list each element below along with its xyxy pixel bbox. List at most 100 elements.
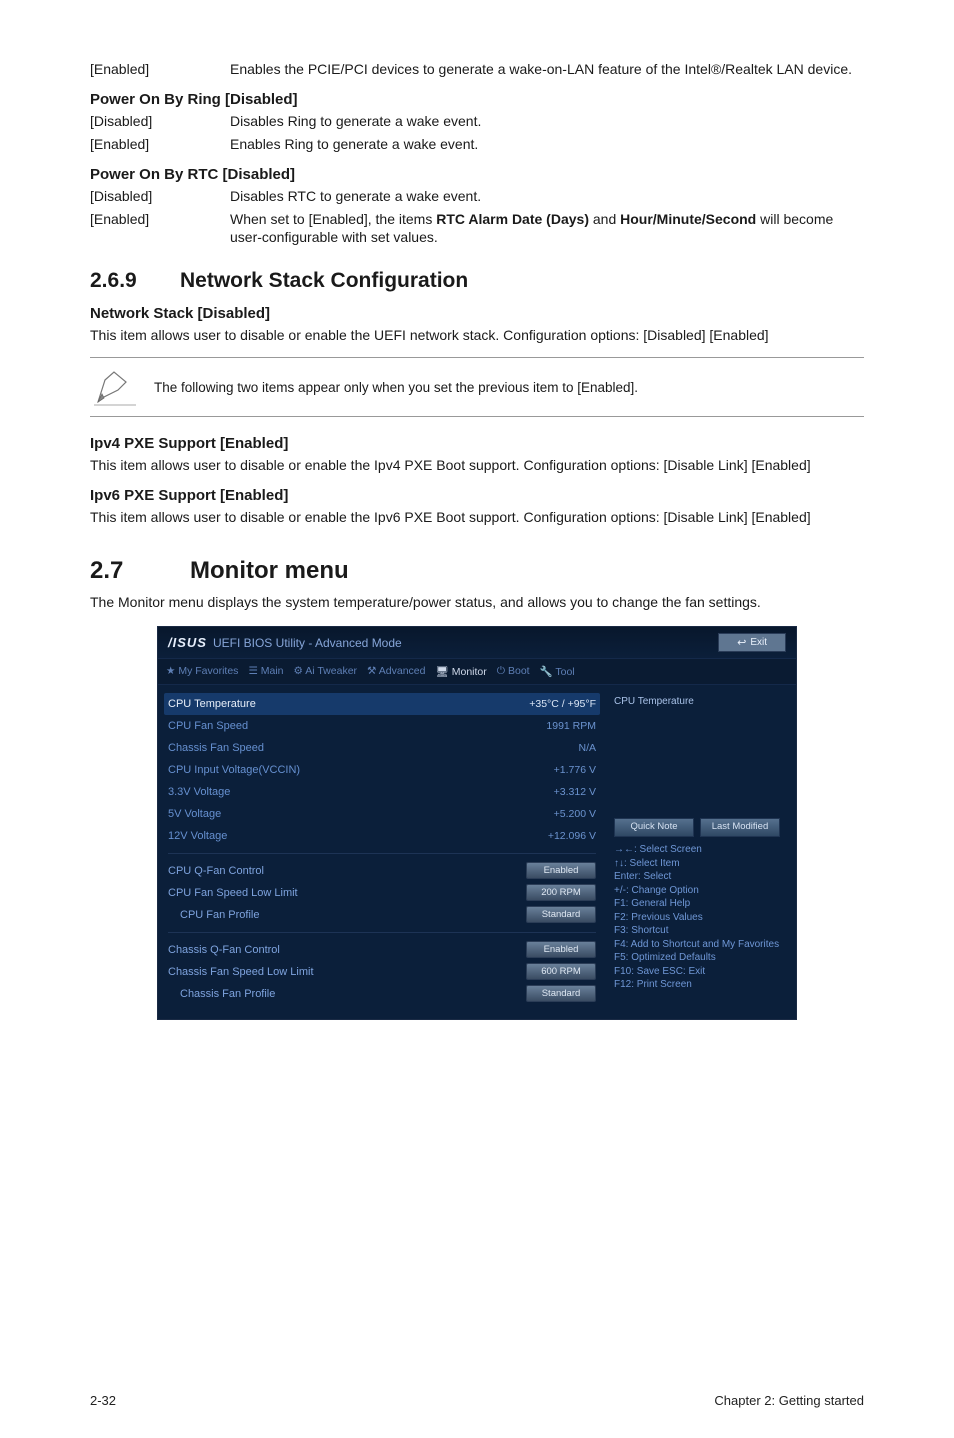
- bios-subtitle: UEFI BIOS Utility - Advanced Mode: [213, 636, 402, 650]
- bios-titlebar: /ISUS UEFI BIOS Utility - Advanced Mode …: [158, 627, 796, 659]
- tab-favorites[interactable]: ★ My Favorites: [166, 665, 238, 678]
- page-footer: 2-32 Chapter 2: Getting started: [90, 1393, 864, 1408]
- row-12v[interactable]: 12V Voltage +12.096 V: [168, 825, 596, 847]
- tab-main[interactable]: ☰ Main: [248, 665, 283, 678]
- row-label: CPU Input Voltage(VCCIN): [168, 764, 300, 776]
- row-value-pill[interactable]: Enabled: [526, 941, 596, 958]
- row-chassis-fan-low-limit[interactable]: Chassis Fan Speed Low Limit 600 RPM: [168, 961, 596, 983]
- heading-power-on-rtc: Power On By RTC [Disabled]: [90, 166, 864, 183]
- option-key: [Disabled]: [90, 187, 230, 206]
- option-key: [Enabled]: [90, 210, 230, 248]
- row-3v[interactable]: 3.3V Voltage +3.312 V: [168, 781, 596, 803]
- heading-ipv6: Ipv6 PXE Support [Enabled]: [90, 487, 864, 504]
- option-key: [Disabled]: [90, 112, 230, 131]
- row-label: Chassis Q-Fan Control: [168, 944, 280, 956]
- row-5v[interactable]: 5V Voltage +5.200 V: [168, 803, 596, 825]
- row-value-pill[interactable]: 600 RPM: [526, 963, 596, 980]
- text: and: [589, 211, 620, 227]
- option-desc: Enables Ring to generate a wake event.: [230, 135, 864, 154]
- row-label: Chassis Fan Profile: [168, 988, 275, 1000]
- right-current-label: CPU Temperature: [614, 695, 786, 709]
- row-label: CPU Fan Speed Low Limit: [168, 887, 298, 899]
- option-desc: Disables RTC to generate a wake event.: [230, 187, 864, 206]
- row-label: 12V Voltage: [168, 830, 227, 842]
- body-ipv4: This item allows user to disable or enab…: [90, 456, 864, 475]
- rtc-enabled-row: [Enabled] When set to [Enabled], the ite…: [90, 210, 864, 248]
- option-desc: Disables Ring to generate a wake event.: [230, 112, 864, 131]
- bios-brand: /ISUS: [168, 635, 207, 650]
- bios-right-panel: CPU Temperature Quick Note Last Modified…: [606, 685, 796, 1019]
- section-title: Monitor menu: [190, 557, 349, 584]
- quick-note-button[interactable]: Quick Note: [614, 818, 694, 837]
- option-desc: Enables the PCIE/PCI devices to generate…: [230, 60, 864, 79]
- row-label: CPU Temperature: [168, 698, 256, 710]
- option-enabled-pcie: [Enabled] Enables the PCIE/PCI devices t…: [90, 60, 864, 79]
- help-text: →←: Select Screen ↑↓: Select Item Enter:…: [614, 843, 786, 992]
- section-heading-269: 2.6.9Network Stack Configuration: [90, 269, 864, 293]
- last-modified-button[interactable]: Last Modified: [700, 818, 780, 837]
- exit-button[interactable]: Exit: [718, 633, 786, 652]
- row-cpu-fan-profile[interactable]: CPU Fan Profile Standard: [168, 904, 596, 926]
- body-ipv6: This item allows user to disable or enab…: [90, 508, 864, 527]
- rtc-disabled-row: [Disabled] Disables RTC to generate a wa…: [90, 187, 864, 206]
- section-number: 2.6.9: [90, 269, 180, 293]
- tab-tool[interactable]: 🔧 Tool: [540, 665, 575, 678]
- tab-boot[interactable]: ⏻ Boot: [497, 665, 530, 678]
- row-cpu-fan-speed[interactable]: CPU Fan Speed 1991 RPM: [168, 715, 596, 737]
- bios-left-panel: CPU Temperature +35°C / +95°F CPU Fan Sp…: [158, 685, 606, 1019]
- body-monitor-intro: The Monitor menu displays the system tem…: [90, 593, 864, 612]
- tab-monitor[interactable]: 🖥 Monitor: [435, 665, 486, 678]
- row-chassis-fan-profile[interactable]: Chassis Fan Profile Standard: [168, 983, 596, 1005]
- option-key: [Enabled]: [90, 60, 230, 79]
- row-cpu-temp[interactable]: CPU Temperature +35°C / +95°F: [164, 693, 600, 715]
- row-label: Chassis Fan Speed Low Limit: [168, 966, 314, 978]
- row-cpu-input-voltage[interactable]: CPU Input Voltage(VCCIN) +1.776 V: [168, 759, 596, 781]
- heading-power-on-ring: Power On By Ring [Disabled]: [90, 91, 864, 108]
- separator: [168, 932, 596, 933]
- note-box: The following two items appear only when…: [90, 357, 864, 417]
- row-cpu-fan-low-limit[interactable]: CPU Fan Speed Low Limit 200 RPM: [168, 882, 596, 904]
- row-chassis-qfan[interactable]: Chassis Q-Fan Control Enabled: [168, 939, 596, 961]
- bios-title-left: /ISUS UEFI BIOS Utility - Advanced Mode: [168, 635, 402, 650]
- row-value: N/A: [578, 742, 596, 754]
- ring-enabled-row: [Enabled] Enables Ring to generate a wak…: [90, 135, 864, 154]
- section-number: 2.7: [90, 557, 190, 585]
- tab-advanced[interactable]: ⚒ Advanced: [367, 665, 425, 678]
- page-number: 2-32: [90, 1393, 116, 1408]
- bios-screenshot: /ISUS UEFI BIOS Utility - Advanced Mode …: [157, 626, 797, 1020]
- row-value-pill[interactable]: 200 RPM: [526, 884, 596, 901]
- option-desc: When set to [Enabled], the items RTC Ala…: [230, 210, 864, 248]
- body-network-stack: This item allows user to disable or enab…: [90, 326, 864, 345]
- row-value-pill[interactable]: Standard: [526, 906, 596, 923]
- quick-buttons-row: Quick Note Last Modified: [614, 818, 786, 837]
- chapter-label: Chapter 2: Getting started: [714, 1393, 864, 1408]
- row-value: +12.096 V: [548, 830, 596, 842]
- row-value-pill[interactable]: Enabled: [526, 862, 596, 879]
- row-label: CPU Fan Speed: [168, 720, 248, 732]
- text: When set to [Enabled], the items: [230, 211, 436, 227]
- tab-ai-tweaker[interactable]: ⚙ Ai Tweaker: [294, 665, 358, 678]
- section-title: Network Stack Configuration: [180, 269, 468, 292]
- row-value-pill[interactable]: Standard: [526, 985, 596, 1002]
- note-text: The following two items appear only when…: [154, 380, 638, 395]
- bios-body: CPU Temperature +35°C / +95°F CPU Fan Sp…: [158, 685, 796, 1019]
- heading-ipv4: Ipv4 PXE Support [Enabled]: [90, 435, 864, 452]
- row-value: +3.312 V: [554, 786, 596, 798]
- bold-text: Hour/Minute/Second: [620, 211, 756, 227]
- row-label: Chassis Fan Speed: [168, 742, 264, 754]
- row-label: 3.3V Voltage: [168, 786, 230, 798]
- section-heading-27: 2.7Monitor menu: [90, 557, 864, 585]
- row-value: 1991 RPM: [546, 720, 596, 732]
- row-label: CPU Fan Profile: [168, 909, 259, 921]
- row-chassis-fan-speed[interactable]: Chassis Fan Speed N/A: [168, 737, 596, 759]
- bios-tabs: ★ My Favorites ☰ Main ⚙ Ai Tweaker ⚒ Adv…: [158, 659, 796, 685]
- row-value: +35°C / +95°F: [529, 698, 596, 710]
- row-label: 5V Voltage: [168, 808, 221, 820]
- row-value: +5.200 V: [554, 808, 596, 820]
- ring-disabled-row: [Disabled] Disables Ring to generate a w…: [90, 112, 864, 131]
- option-key: [Enabled]: [90, 135, 230, 154]
- row-label: CPU Q-Fan Control: [168, 865, 264, 877]
- row-cpu-qfan[interactable]: CPU Q-Fan Control Enabled: [168, 860, 596, 882]
- pencil-note-icon: [94, 368, 136, 406]
- row-value: +1.776 V: [554, 764, 596, 776]
